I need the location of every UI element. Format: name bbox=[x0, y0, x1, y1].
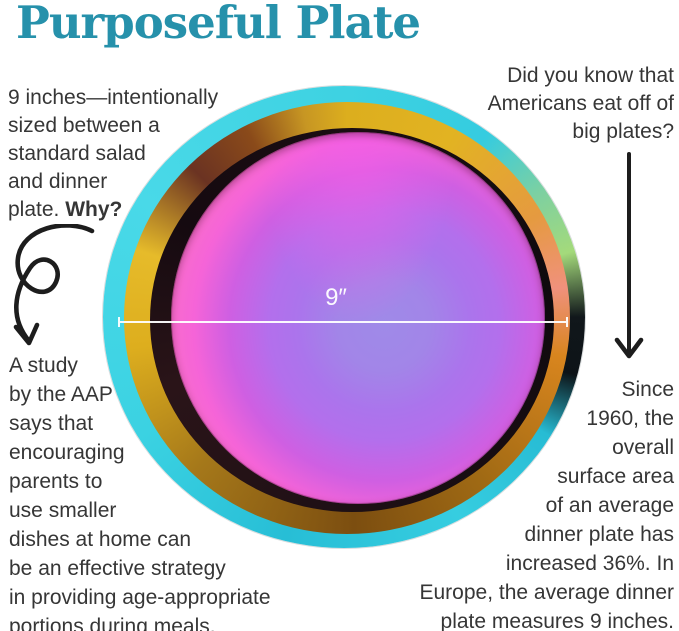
measure-tick-right bbox=[566, 317, 568, 327]
curved-doodle-arrow-down-icon bbox=[13, 224, 95, 346]
plate-face bbox=[171, 132, 545, 504]
annotation-aap-study-text: A study by the AAP says that encouraging… bbox=[9, 354, 271, 631]
measure-tick-left bbox=[118, 317, 120, 327]
annotation-aap-study: A study by the AAP says that encouraging… bbox=[9, 352, 309, 631]
diameter-label: 9″ bbox=[325, 284, 347, 311]
diameter-measure-line bbox=[118, 317, 568, 327]
annotation-plate-history: Since 1960, the overall surface area of … bbox=[404, 376, 674, 631]
annotation-plate-history-text: Since 1960, the overall surface area of … bbox=[419, 378, 674, 631]
annotation-did-you-know-text: Did you know that Americans eat off of b… bbox=[487, 64, 674, 143]
annotation-why-emphasis: Why? bbox=[65, 198, 123, 221]
annotation-size-intent: 9 inches—intentionally sized between a s… bbox=[8, 84, 248, 224]
annotation-size-intent-text: 9 inches—intentionally sized between a s… bbox=[8, 86, 219, 221]
straight-arrow-down-icon bbox=[614, 152, 644, 359]
annotation-did-you-know: Did you know that Americans eat off of b… bbox=[434, 62, 674, 146]
page-title: Purposeful Plate bbox=[16, 0, 421, 49]
plate-photo: 9″ bbox=[103, 86, 585, 548]
